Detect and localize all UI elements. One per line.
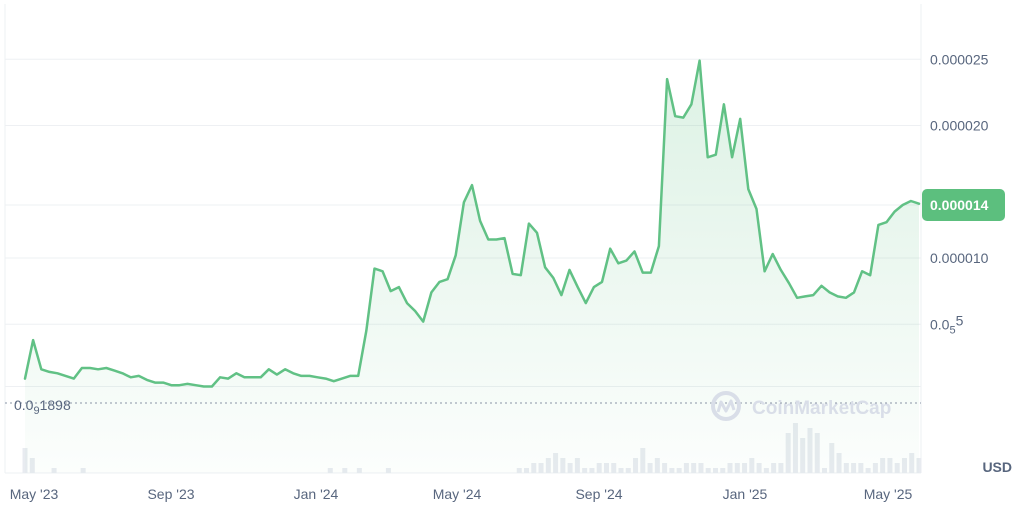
currency-label: USD: [982, 459, 1012, 475]
watermark-text: CoinMarketCap: [752, 398, 891, 419]
price-area: [25, 60, 919, 473]
x-tick-label: May '25: [864, 486, 913, 502]
x-tick-label: May '23: [10, 486, 59, 502]
y-tick-label: 0.000020: [930, 118, 989, 134]
x-tick-label: May '24: [433, 486, 482, 502]
y-tick-label: 0.000010: [930, 250, 989, 266]
y-tick-label: 0.055: [930, 312, 964, 336]
x-tick-label: Sep '24: [575, 486, 622, 502]
x-tick-label: Sep '23: [147, 486, 194, 502]
price-series-line: [23, 59, 921, 388]
y-tick-label: 0.000025: [930, 51, 989, 67]
price-area-fill: [25, 60, 919, 473]
x-axis: May '23 Sep '23 Jan '24 May '24 Sep '24 Jan '…: [10, 486, 913, 502]
x-tick-label: Jan '25: [723, 486, 768, 502]
y-axis: 0.055 0.000010 0.000020 0.000025: [930, 51, 989, 336]
current-price-badge-bg: [922, 189, 1005, 221]
price-line: [23, 59, 921, 388]
watermark: CoinMarketCap: [711, 391, 891, 421]
x-tick-label: Jan '24: [294, 486, 339, 502]
current-price-label: 0.000014: [930, 197, 989, 213]
baseline: 0.091898: [5, 397, 921, 417]
baseline-label: 0.091898: [14, 397, 71, 417]
coinmarketcap-logo-icon: [711, 391, 741, 421]
current-price-badge: 0.000014: [922, 189, 1005, 221]
